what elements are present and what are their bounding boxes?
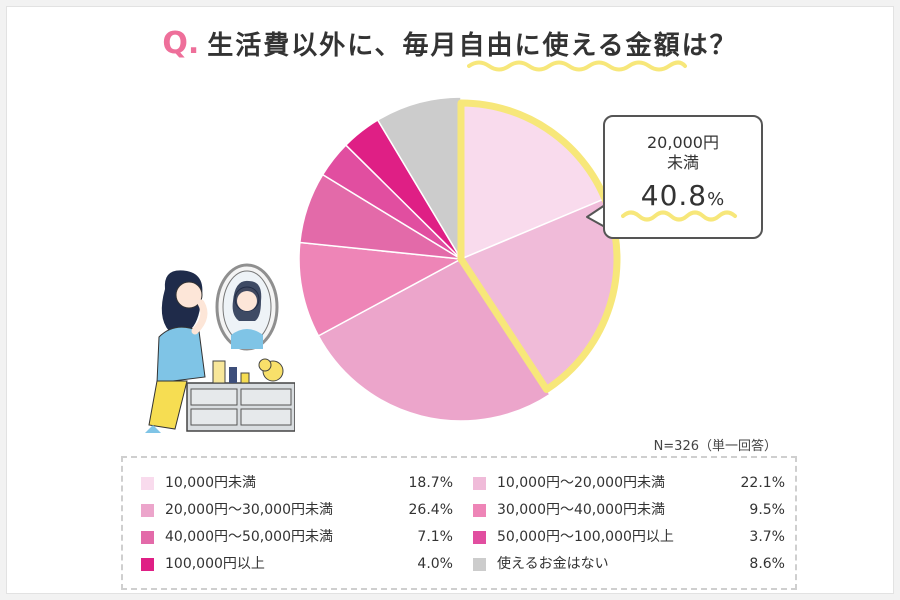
legend-label: 使えるお金はない [497,556,609,572]
legend-item: 100,000円以上 4.0% [137,551,457,578]
pie-slices [298,96,616,422]
legend-swatch [473,558,486,571]
legend-value: 4.0% [417,556,453,572]
legend-label: 100,000円以上 [165,556,265,572]
legend-value: 8.6% [749,556,785,572]
callout-pointer [586,204,606,228]
chart-title: Q. 生活費以外に、毎月自由に使える金額は？ [7,25,893,62]
legend-label: 10,000円～20,000円未満 [497,475,665,491]
legend-value: 3.7% [749,529,785,545]
legend-swatch [141,531,154,544]
legend-value: 9.5% [749,502,785,518]
callout-value-number: 40.8 [640,179,708,212]
question-text: 生活費以外に、毎月自由に使える金額は？ [207,31,738,61]
pie-chart [298,96,621,422]
legend-value: 26.4% [408,502,453,518]
sample-size-note: N=326（単一回答） [653,439,777,454]
legend-swatch [141,558,154,571]
legend-item: 10,000円～20,000円未満 22.1% [469,470,789,497]
callout-value-unit: % [707,189,726,210]
title-underline-wave [467,60,687,72]
legend-label: 10,000円未満 [165,475,256,491]
callout-value: 40.8% [605,179,761,212]
woman-at-mirror-illustration [145,263,295,433]
legend-value: 18.7% [408,475,453,491]
legend-item: 30,000円～40,000円未満 9.5% [469,497,789,524]
callout-range-line2: 未満 [666,153,699,172]
question-mark-label: Q. [162,26,200,61]
legend-item: 10,000円未満 18.7% [137,470,457,497]
legend-item: 20,000円～30,000円未満 26.4% [137,497,457,524]
legend-swatch [473,504,486,517]
legend-item: 使えるお金はない 8.6% [469,551,789,578]
legend-swatch [473,477,486,490]
pie-slice-3 [317,258,551,422]
legend-swatch [473,531,486,544]
pie-slice-8 [376,96,462,262]
legend-value: 7.1% [417,529,453,545]
callout-range-line1: 20,000円 [647,133,719,152]
legend-column-left: 10,000円未満 18.7% 20,000円～30,000円未満 26.4% 40,0… [137,470,457,578]
legend-label: 40,000円～50,000円未満 [165,529,333,545]
legend-item: 50,000円～100,000円以上 3.7% [469,524,789,551]
legend-label: 50,000円～100,000円以上 [497,529,674,545]
legend-label: 30,000円～40,000円未満 [497,502,665,518]
legend-value: 22.1% [740,475,785,491]
legend-item: 40,000円～50,000円未満 7.1% [137,524,457,551]
legend-swatch [141,504,154,517]
legend-swatch [141,477,154,490]
pie-slice-4 [298,241,464,337]
legend: 10,000円未満 18.7% 20,000円～30,000円未満 26.4% 40,0… [121,456,797,590]
callout-underline-wave [621,210,737,222]
legend-label: 20,000円～30,000円未満 [165,502,333,518]
legend-column-right: 10,000円～20,000円未満 22.1% 30,000円～40,000円未満 9… [469,470,789,578]
chart-card: Q. 生活費以外に、毎月自由に使える金額は？ [6,6,894,594]
